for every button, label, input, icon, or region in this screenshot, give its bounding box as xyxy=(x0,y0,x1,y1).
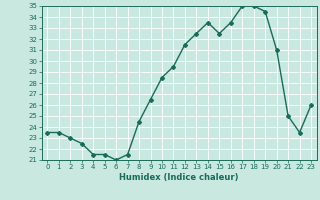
X-axis label: Humidex (Indice chaleur): Humidex (Indice chaleur) xyxy=(119,173,239,182)
